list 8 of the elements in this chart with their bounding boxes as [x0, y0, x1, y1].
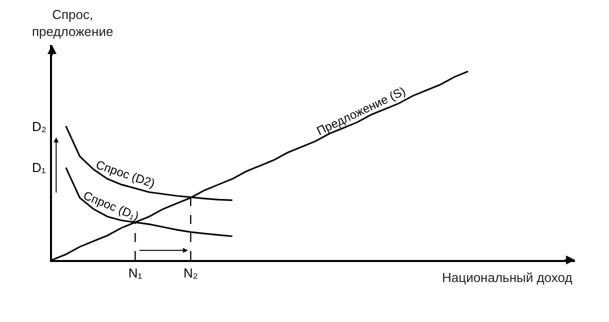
annotation: Спрос (D₁) — [81, 188, 141, 224]
y-axis-title: Спрос, предложение — [32, 7, 114, 39]
annotation: D₂ — [32, 119, 46, 134]
x-axis-title: Национальный доход — [442, 270, 573, 285]
annotation: D₁ — [32, 160, 46, 175]
x-tick-label: N₂ — [183, 265, 198, 280]
annotation: Спрос (D2) — [94, 158, 157, 191]
x-tick-label: N₁ — [128, 265, 143, 280]
